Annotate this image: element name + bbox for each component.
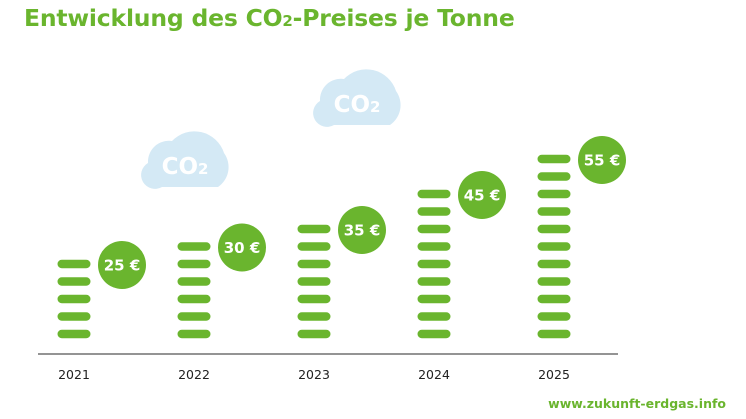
cloud-icon: CO2 — [141, 131, 229, 189]
x-tick-label-2023: 2023 — [298, 367, 330, 382]
x-tick-label-2021: 2021 — [58, 367, 90, 382]
bar-stripe — [57, 294, 91, 304]
bar-stripe — [57, 259, 91, 269]
bar-stripe — [57, 312, 91, 321]
cloud-label-main: CO — [334, 92, 370, 118]
bar-stripe — [297, 312, 331, 321]
bar-stripe — [177, 242, 211, 251]
bar-stripe — [417, 294, 451, 304]
bar-stripe — [537, 242, 571, 251]
bar-stripe — [537, 329, 571, 339]
badge-circle — [98, 241, 146, 289]
title-start: Entwicklung des CO — [24, 4, 283, 32]
bar-stripe — [537, 294, 571, 304]
cloud-label-sub: 2 — [198, 160, 208, 178]
value-badge-2021: 25 € — [98, 241, 146, 289]
bar-stripe — [297, 242, 331, 251]
bar-stripe — [177, 259, 211, 269]
bar-stripe — [297, 277, 331, 286]
bar-stripe — [537, 224, 571, 234]
bar-2022 — [177, 242, 211, 339]
bar-stripe — [177, 277, 211, 286]
value-badge-2024: 45 € — [458, 171, 506, 219]
x-tick-label-2024: 2024 — [418, 367, 450, 382]
bar-2023 — [297, 224, 331, 339]
data-label-2025: 55 € — [584, 152, 621, 170]
footer-url: www.zukunft-erdgas.info — [548, 396, 726, 411]
cloud-label-sub: 2 — [370, 98, 380, 116]
bar-stripe — [417, 259, 451, 269]
title-end: -Preises je Tonne — [292, 4, 515, 32]
bar-stripe — [417, 189, 451, 199]
x-tick-labels: 2021 2022 2023 2024 2025 — [58, 367, 570, 382]
value-badges: 25 € 30 € 35 € 45 € 55 € — [98, 136, 626, 289]
cloud-label: CO2 — [334, 92, 381, 118]
bars-layer — [57, 154, 571, 339]
value-badge-2025: 55 € — [578, 136, 626, 184]
bar-stripe — [417, 312, 451, 321]
cloud-label-main: CO — [162, 154, 198, 180]
bar-stripe — [417, 242, 451, 251]
value-badge-2023: 35 € — [338, 206, 386, 254]
bar-stripe — [537, 172, 571, 181]
bar-2024 — [417, 189, 451, 339]
page-title: Entwicklung des CO2-Preises je Tonne — [24, 4, 515, 32]
bar-stripe — [57, 277, 91, 286]
badge-circle — [338, 206, 386, 254]
bar-stripe — [537, 259, 571, 269]
bar-stripe — [297, 294, 331, 304]
bar-stripe — [417, 224, 451, 234]
bar-stripe — [537, 277, 571, 286]
data-label-2023: 35 € — [344, 222, 381, 240]
value-badge-2022: 30 € — [218, 223, 266, 272]
bar-stripe — [537, 312, 571, 321]
bar-stripe — [537, 154, 571, 164]
bar-stripe — [177, 312, 211, 321]
x-tick-label-2025: 2025 — [538, 367, 570, 382]
cloud-shape — [141, 131, 229, 189]
data-label-2022: 30 € — [224, 239, 261, 257]
bar-stripe — [177, 294, 211, 304]
bar-stripe — [297, 329, 331, 339]
bar-2021 — [57, 259, 91, 339]
bar-stripe — [417, 207, 451, 216]
bar-stripe — [537, 207, 571, 216]
badge-circle — [218, 223, 266, 272]
bar-2025 — [537, 154, 571, 339]
badge-circle — [458, 171, 506, 219]
title-subscript: 2 — [282, 12, 293, 30]
badge-circle — [578, 136, 626, 184]
data-label-2021: 25 € — [104, 257, 141, 275]
cloud-label: CO2 — [162, 154, 209, 180]
cloud-icon: CO2 — [313, 69, 401, 127]
cloud-shape — [313, 69, 401, 127]
bar-stripe — [537, 189, 571, 199]
bar-stripe — [177, 329, 211, 339]
data-label-2024: 45 € — [464, 187, 501, 205]
x-tick-label-2022: 2022 — [178, 367, 210, 382]
bar-stripe — [297, 224, 331, 234]
bar-stripe — [297, 259, 331, 269]
bar-stripe — [417, 277, 451, 286]
bar-stripe — [57, 329, 91, 339]
bar-stripe — [417, 329, 451, 339]
